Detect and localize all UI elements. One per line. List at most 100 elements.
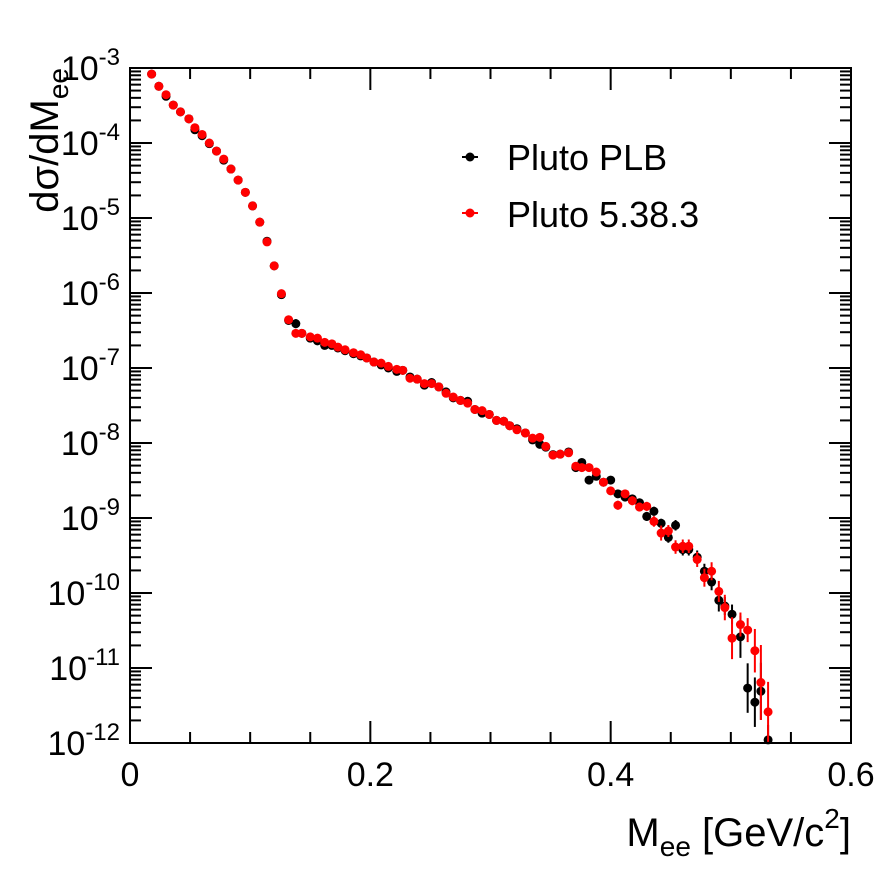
marker	[427, 379, 437, 389]
data-point	[312, 333, 322, 343]
data-point	[305, 332, 315, 342]
data-point	[184, 114, 194, 124]
data-point	[699, 568, 709, 587]
data-point	[297, 328, 307, 338]
marker	[642, 501, 652, 511]
marker	[707, 566, 717, 576]
data-point	[470, 404, 480, 414]
data-point	[692, 551, 702, 567]
marker	[577, 463, 587, 473]
x-tick-label: 0	[121, 756, 140, 794]
marker	[735, 620, 745, 630]
data-point	[671, 520, 681, 531]
marker	[212, 146, 222, 156]
data-point	[427, 379, 437, 389]
data-point	[649, 506, 659, 516]
data-point	[484, 409, 494, 419]
data-point	[598, 477, 608, 487]
data-point	[763, 681, 773, 742]
marker	[720, 603, 730, 613]
data-point	[606, 486, 616, 496]
x-tick-label: 0.2	[347, 756, 394, 794]
marker	[369, 357, 379, 367]
data-point	[505, 421, 515, 431]
legend: Pluto PLB Pluto 5.38.3	[462, 137, 699, 235]
marker	[226, 164, 236, 174]
marker	[692, 554, 702, 564]
data-point	[405, 373, 415, 383]
data-point	[620, 489, 630, 499]
data-point	[656, 525, 666, 541]
data-point	[535, 432, 545, 442]
data-point	[333, 342, 343, 352]
data-point	[564, 448, 574, 458]
y-tick-label: 10-9	[61, 494, 120, 538]
series-pluto-5-38-3	[147, 69, 773, 742]
legend-label: Pluto PLB	[507, 137, 667, 178]
data-point	[684, 539, 694, 554]
marker	[197, 129, 207, 139]
data-point	[642, 511, 652, 521]
data-point	[291, 319, 301, 329]
tick-labels: 0 0.2 0.4 0.6 10-3 10-4 10-5 10-6 10-7 10-8 10-9 10…	[47, 44, 874, 794]
data-point	[613, 489, 623, 499]
data-point	[606, 475, 616, 485]
axis-ticks	[129, 67, 852, 744]
data-point	[233, 175, 243, 185]
marker	[349, 348, 359, 358]
marker	[190, 123, 200, 133]
marker	[750, 646, 760, 656]
marker	[320, 337, 330, 347]
legend-marker-black	[465, 152, 475, 162]
marker	[591, 467, 601, 477]
marker	[743, 683, 753, 693]
marker	[613, 489, 623, 499]
data-point	[727, 617, 737, 660]
data-point	[627, 496, 637, 506]
data-point	[276, 289, 286, 299]
marker	[168, 100, 178, 110]
data-point	[512, 425, 522, 435]
data-point	[262, 237, 272, 247]
legend-entry-pluto-plb: Pluto PLB	[462, 137, 667, 178]
marker	[333, 342, 343, 352]
data-point	[756, 645, 766, 721]
marker	[649, 516, 659, 526]
marker	[383, 361, 393, 371]
marker	[470, 404, 480, 414]
data-point	[212, 146, 222, 156]
marker	[362, 353, 372, 363]
marker	[727, 633, 737, 643]
data-point	[197, 129, 207, 139]
data-point	[743, 618, 753, 643]
data-point	[240, 187, 250, 197]
marker	[528, 433, 538, 443]
data-point	[707, 562, 717, 581]
y-tick-label: 10-4	[61, 119, 120, 163]
marker	[484, 409, 494, 419]
y-tick-label: 10-5	[61, 194, 120, 238]
data-point	[269, 261, 279, 271]
data-point	[248, 201, 258, 211]
data-point	[750, 677, 760, 727]
data-point	[520, 428, 530, 438]
marker	[606, 486, 616, 496]
marker	[649, 506, 659, 516]
data-point	[204, 138, 214, 148]
marker	[233, 175, 243, 185]
data-point	[219, 154, 229, 164]
marker	[405, 373, 415, 383]
data-point	[419, 379, 429, 389]
marker	[555, 449, 565, 459]
legend-entry-pluto-5-38-3: Pluto 5.38.3	[462, 194, 699, 235]
marker	[750, 697, 760, 707]
marker	[684, 541, 694, 551]
x-tick-label: 0.4	[587, 756, 634, 794]
data-point	[528, 433, 538, 443]
marker	[548, 450, 558, 460]
marker	[297, 328, 307, 338]
data-point	[584, 463, 594, 473]
data-point	[649, 516, 659, 527]
marker	[284, 315, 294, 325]
